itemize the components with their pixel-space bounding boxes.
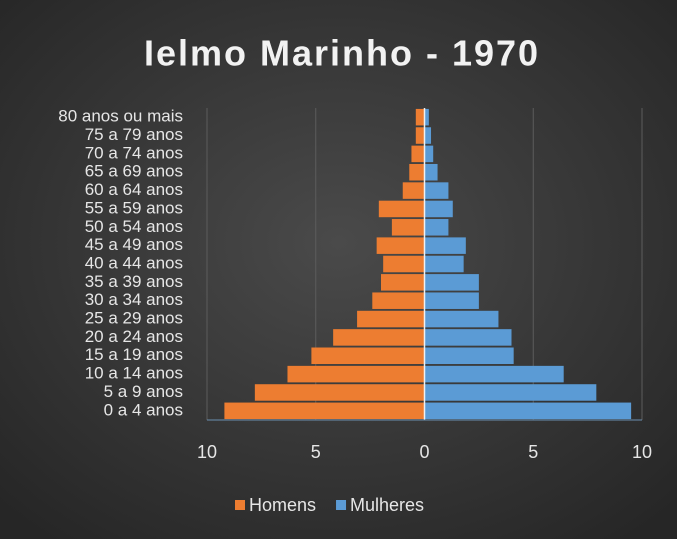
bar: [376, 237, 425, 254]
bar: [424, 292, 479, 309]
y-tick-label: 35 a 39 anos: [85, 272, 183, 291]
chart-title: Ielmo Marinho - 1970: [144, 33, 540, 74]
bar: [224, 402, 425, 420]
y-tick-label: 75 a 79 anos: [85, 125, 183, 144]
bar: [409, 163, 425, 181]
y-tick-label: 25 a 29 anos: [85, 309, 183, 328]
bar: [333, 329, 425, 346]
bar: [424, 347, 514, 365]
legend-label: Mulheres: [350, 495, 424, 515]
y-tick-label: 15 a 19 anos: [85, 345, 183, 364]
y-tick-label: 55 a 59 anos: [85, 198, 183, 217]
x-tick-label: 10: [632, 442, 652, 462]
bar: [424, 127, 432, 144]
y-tick-label: 30 a 34 anos: [85, 290, 183, 309]
y-tick-label: 60 a 64 anos: [85, 180, 183, 199]
bar: [424, 402, 632, 420]
x-tick-label: 0: [419, 442, 429, 462]
bar: [383, 255, 425, 273]
bar: [411, 145, 425, 163]
bar: [424, 219, 449, 236]
y-tick-label: 45 a 49 anos: [85, 235, 183, 254]
y-tick-label: 50 a 54 anos: [85, 217, 183, 236]
y-tick-label: 70 a 74 anos: [85, 143, 183, 162]
legend-swatch: [235, 500, 245, 510]
x-tick-label: 5: [528, 442, 538, 462]
bar: [381, 274, 425, 291]
bar: [424, 384, 597, 401]
bar: [424, 255, 464, 273]
y-tick-label: 0 a 4 anos: [104, 400, 183, 419]
bar: [415, 127, 425, 144]
x-tick-label: 10: [197, 442, 217, 462]
legend-label: Homens: [249, 495, 316, 515]
bar: [415, 108, 425, 126]
bar: [424, 365, 564, 383]
bar: [424, 274, 479, 291]
bar: [424, 329, 512, 346]
y-tick-label: 40 a 44 anos: [85, 253, 183, 272]
bar: [254, 384, 425, 401]
y-tick-label: 65 a 69 anos: [85, 162, 183, 181]
bar: [402, 182, 425, 199]
bar: [378, 200, 425, 218]
bar: [357, 310, 425, 328]
y-tick-label: 20 a 24 anos: [85, 327, 183, 346]
y-tick-label: 5 a 9 anos: [104, 382, 183, 401]
bar: [424, 200, 453, 218]
bar: [424, 310, 499, 328]
y-tick-label: 10 a 14 anos: [85, 364, 183, 383]
bar: [311, 347, 425, 365]
x-tick-label: 5: [311, 442, 321, 462]
bar: [424, 108, 429, 126]
bar: [424, 182, 449, 199]
bar: [424, 237, 466, 254]
legend-swatch: [336, 500, 347, 510]
bar: [287, 365, 425, 383]
bar: [424, 163, 438, 181]
y-tick-label: 80 anos ou mais: [58, 107, 183, 126]
bar: [391, 219, 425, 236]
bar: [372, 292, 425, 309]
bar: [424, 145, 434, 163]
